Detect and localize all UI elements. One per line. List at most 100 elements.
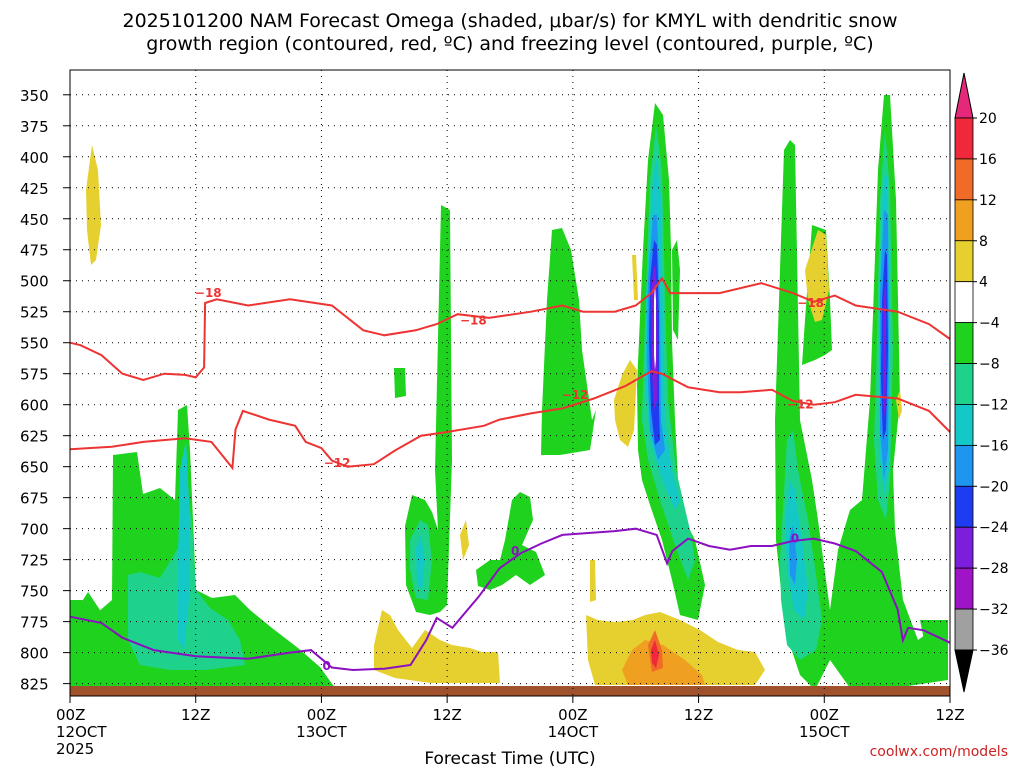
- y-tick-label: 450: [20, 211, 49, 229]
- x-tick-label: 13OCT: [296, 723, 347, 741]
- contour-line-freezing-level: [69, 527, 951, 672]
- contour-label: −12: [562, 388, 589, 402]
- x-tick-label: 12Z: [432, 706, 461, 724]
- y-tick-label: 725: [20, 552, 49, 570]
- omega-orange-region-hr56: [622, 640, 705, 685]
- colorbar-band: [954, 199, 974, 242]
- x-tick-label: 2025: [56, 740, 94, 758]
- x-tick-label: 00Z: [307, 706, 336, 724]
- plot-frame: [69, 69, 951, 697]
- omega-green-region-hr47: [541, 228, 596, 455]
- contour-label: −18: [460, 313, 487, 327]
- plot-area: −18 −18 −18 −12 −12 −12 0 0 0: [69, 69, 951, 697]
- colorbar-band: [954, 117, 974, 160]
- y-tick-label: 750: [20, 583, 49, 601]
- colorbar-label: −12: [979, 397, 1009, 413]
- colorbar-label: −28: [979, 561, 1009, 577]
- credit-text: coolwx.com/models: [870, 744, 1008, 760]
- x-axis-title: Forecast Time (UTC): [424, 749, 595, 768]
- colorbar-bottom-arrow: [954, 649, 974, 693]
- colorbar-label: −4: [979, 316, 1000, 332]
- omega-cyan-region-hr11: [178, 440, 190, 650]
- colorbar-band: [954, 363, 974, 405]
- x-tick-label: 15OCT: [799, 723, 850, 741]
- contour-label: 0: [791, 532, 799, 546]
- y-tick-label: 400: [20, 149, 49, 167]
- colorbar-band: [954, 158, 974, 201]
- contour-label: −12: [787, 398, 814, 412]
- omega-green-region-right: [775, 95, 948, 690]
- contour-label: 0: [511, 544, 519, 558]
- colorbar-label: −36: [979, 643, 1009, 659]
- omega-green-region-hr26: [405, 205, 452, 615]
- y-tick-label: 825: [20, 676, 49, 694]
- x-tick-label: 00Z: [56, 706, 85, 724]
- omega-green-blob-1: [394, 368, 406, 398]
- colorbar-band: [954, 608, 974, 651]
- y-tick-label: 575: [20, 366, 49, 384]
- y-tick-label: 625: [20, 428, 49, 446]
- y-tick-label: 375: [20, 118, 49, 136]
- omega-cyan-region-right: [785, 480, 808, 620]
- colorbar-label: −32: [979, 602, 1009, 618]
- x-tick-label: 14OCT: [548, 723, 599, 741]
- y-tick-label: 650: [20, 459, 49, 477]
- contour-line-minus12: [69, 370, 951, 471]
- y-tick-label: 550: [20, 335, 49, 353]
- colorbar-label: −16: [979, 438, 1009, 454]
- omega-cyan-region-hr26: [416, 535, 425, 590]
- contour-label: 0: [322, 659, 330, 673]
- omega-white-core-hr56: [654, 285, 656, 370]
- omega-green-blob-4: [920, 620, 948, 660]
- y-axis: 350 375 400 425 450 475 500 525 550 575 600 625 650 6…: [20, 87, 70, 694]
- contour-label-layer: −18 −18 −18 −12 −12 −12 0 0 0: [195, 286, 824, 673]
- ground-band: [70, 686, 950, 696]
- contour-label: −18: [195, 286, 222, 300]
- contour-label: −12: [324, 456, 351, 470]
- colorbar-band: [954, 281, 974, 324]
- colorbar-band: [954, 444, 974, 487]
- colorbar: 20 16 12 8 4 −4 −8 −12 −16 −20 −24 −28 −32 −36: [954, 72, 1009, 693]
- colorbar-band: [954, 567, 974, 610]
- colorbar-top-arrow: [954, 72, 974, 119]
- colorbar-label: 8: [979, 234, 988, 250]
- x-tick-label: 00Z: [810, 706, 839, 724]
- contour-line-minus18: [69, 276, 951, 381]
- omega-green-region-hr34: [476, 492, 545, 590]
- colorbar-label: 20: [979, 111, 997, 127]
- colorbar-band: [954, 485, 974, 528]
- y-tick-label: 775: [20, 614, 49, 632]
- x-tick-label: 12Z: [181, 706, 210, 724]
- colorbar-label: −20: [979, 479, 1009, 495]
- omega-yellow-blob-1: [632, 255, 638, 300]
- omega-blue-region-right: [789, 525, 797, 585]
- colorbar-label: −8: [979, 357, 1000, 373]
- colorbar-band: [954, 240, 974, 283]
- chart-title-line-2: growth region (contoured, red, ºC) and f…: [146, 33, 873, 55]
- y-tick-label: 675: [20, 490, 49, 508]
- y-tick-label: 600: [20, 397, 49, 415]
- y-tick-label: 350: [20, 87, 49, 105]
- colorbar-label: −24: [979, 520, 1009, 536]
- omega-yellow-blob-3: [590, 560, 596, 602]
- chart-title-line-1: 2025101200 NAM Forecast Omega (shaded, μ…: [122, 10, 897, 32]
- colorbar-label: 4: [979, 275, 988, 291]
- colorbar-label: 12: [979, 193, 997, 209]
- y-tick-label: 800: [20, 645, 49, 663]
- y-tick-label: 500: [20, 273, 49, 291]
- omega-green-blob-2: [672, 240, 680, 340]
- y-tick-label: 700: [20, 521, 49, 539]
- colorbar-band: [954, 404, 974, 446]
- x-tick-label: 12OCT: [56, 723, 107, 741]
- colorbar-band: [954, 526, 974, 569]
- omega-yellow-region-upper-left: [86, 145, 101, 265]
- colorbar-label: 16: [979, 152, 997, 168]
- y-tick-label: 425: [20, 180, 49, 198]
- x-tick-label: 12Z: [684, 706, 713, 724]
- colorbar-band: [954, 322, 974, 364]
- omega-yellow-blob-2: [460, 520, 469, 560]
- y-tick-label: 475: [20, 242, 49, 260]
- x-tick-label: 12Z: [935, 706, 964, 724]
